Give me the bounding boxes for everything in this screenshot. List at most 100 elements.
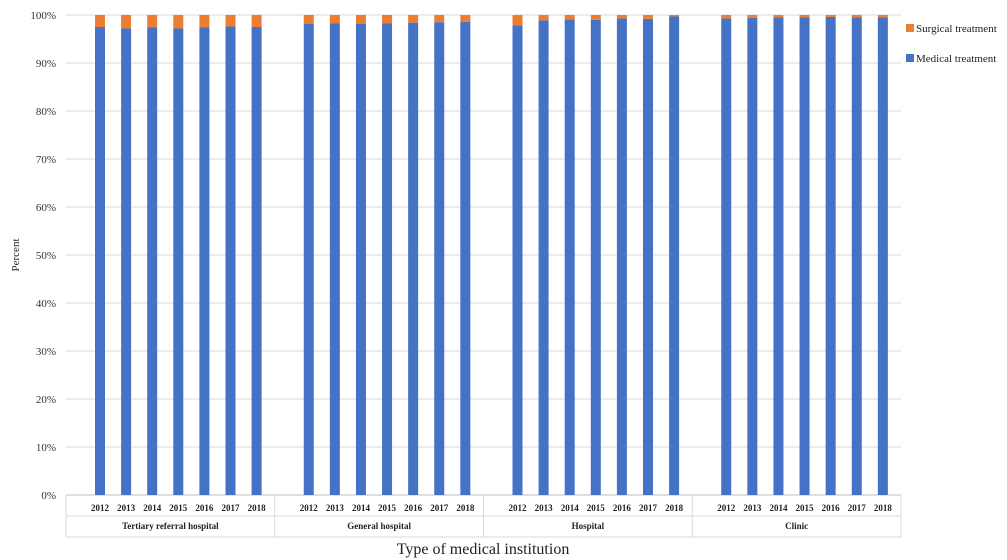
bar-surgical-treatment bbox=[355, 15, 366, 24]
bar-medical-treatment bbox=[799, 17, 810, 496]
bar-medical-treatment bbox=[355, 23, 366, 495]
bar-surgical-treatment bbox=[669, 15, 680, 17]
x-tick-label-year: 2014 bbox=[143, 503, 162, 513]
x-tick-label-year: 2014 bbox=[769, 503, 788, 513]
bar-medical-treatment bbox=[538, 20, 549, 496]
bar-medical-treatment bbox=[721, 18, 732, 496]
bar-surgical-treatment bbox=[173, 15, 184, 29]
bar-surgical-treatment bbox=[199, 15, 210, 28]
x-tick-label-year: 2013 bbox=[743, 503, 762, 513]
x-tick-label-year: 2017 bbox=[430, 503, 449, 513]
bar-surgical-treatment bbox=[460, 15, 471, 22]
bar-surgical-treatment bbox=[616, 15, 627, 19]
bar-surgical-treatment bbox=[747, 15, 758, 18]
x-tick-label-year: 2014 bbox=[352, 503, 371, 513]
x-group-label: Tertiary referral hospital bbox=[122, 521, 219, 531]
x-tick-label-year: 2012 bbox=[509, 503, 528, 513]
x-tick-label-year: 2015 bbox=[169, 503, 188, 513]
x-tick-label-year: 2016 bbox=[404, 503, 423, 513]
x-tick-label-year: 2016 bbox=[822, 503, 841, 513]
bar-medical-treatment bbox=[460, 21, 471, 495]
x-tick-label-year: 2017 bbox=[222, 503, 241, 513]
bar-surgical-treatment bbox=[225, 15, 236, 27]
bar-medical-treatment bbox=[564, 19, 575, 495]
x-tick-label-year: 2018 bbox=[874, 503, 893, 513]
legend-label-medical: Medical treatment bbox=[916, 53, 996, 65]
bar-medical-treatment bbox=[382, 23, 393, 495]
bar-surgical-treatment bbox=[147, 15, 158, 28]
y-tick-label: 100% bbox=[30, 10, 56, 22]
bar-surgical-treatment bbox=[877, 15, 888, 18]
bar-medical-treatment bbox=[851, 17, 862, 496]
bar-medical-treatment bbox=[303, 23, 314, 495]
x-tick-label-year: 2012 bbox=[300, 503, 319, 513]
x-tick-label-year: 2018 bbox=[248, 503, 267, 513]
bar-surgical-treatment bbox=[121, 15, 132, 29]
y-tick-label: 60% bbox=[36, 202, 56, 214]
x-tick-label-year: 2016 bbox=[195, 503, 214, 513]
y-tick-label: 0% bbox=[41, 490, 56, 502]
y-tick-label: 20% bbox=[36, 394, 56, 406]
bar-medical-treatment bbox=[251, 27, 262, 495]
x-tick-label-year: 2017 bbox=[639, 503, 658, 513]
bar-medical-treatment bbox=[95, 27, 105, 495]
bar-surgical-treatment bbox=[512, 15, 523, 26]
bar-surgical-treatment bbox=[851, 15, 862, 18]
bar-surgical-treatment bbox=[773, 15, 784, 18]
x-tick-label-year: 2015 bbox=[378, 503, 397, 513]
x-tick-label-year: 2018 bbox=[456, 503, 475, 513]
bar-medical-treatment bbox=[121, 28, 132, 495]
bar-surgical-treatment bbox=[799, 15, 810, 18]
bar-surgical-treatment bbox=[564, 15, 575, 20]
x-axis: 2012 2013 2014 2015 2016 2017 2018 Tertiary ref… bbox=[65, 495, 902, 538]
bar-medical-treatment bbox=[616, 18, 627, 496]
x-tick-label-year: 2013 bbox=[326, 503, 345, 513]
y-tick-label: 30% bbox=[36, 346, 56, 358]
bar-medical-treatment bbox=[408, 22, 419, 496]
y-axis-ticks: 0% 10% 20% 30% 40% 50% 60% 70% 80% 90% 100% bbox=[30, 10, 56, 502]
x-tick-label-year: 2013 bbox=[117, 503, 136, 513]
bar-surgical-treatment bbox=[643, 15, 653, 19]
bar-medical-treatment bbox=[669, 16, 680, 495]
x-tick-label-year: 2012 bbox=[717, 503, 736, 513]
bars bbox=[95, 15, 888, 496]
bar-surgical-treatment bbox=[825, 15, 836, 17]
x-axis-title: Type of medical institution bbox=[397, 541, 570, 558]
x-tick-label-year: 2014 bbox=[561, 503, 580, 513]
legend-swatch-surgical bbox=[906, 24, 914, 32]
bar-medical-treatment bbox=[773, 17, 784, 496]
bar-medical-treatment bbox=[643, 18, 653, 496]
x-group-label: General hospital bbox=[347, 521, 411, 531]
y-axis-title: Percent bbox=[10, 239, 22, 272]
bar-surgical-treatment bbox=[721, 15, 732, 19]
x-tick-label-year: 2017 bbox=[848, 503, 867, 513]
bar-surgical-treatment bbox=[538, 15, 549, 21]
bar-medical-treatment bbox=[747, 17, 758, 495]
legend-swatch-medical bbox=[906, 54, 914, 62]
x-tick-label-year: 2018 bbox=[665, 503, 684, 513]
x-tick-label-year: 2012 bbox=[91, 503, 110, 513]
bar-surgical-treatment bbox=[329, 15, 340, 24]
bar-surgical-treatment bbox=[303, 15, 314, 24]
legend: Surgical treatment Medical treatment bbox=[906, 23, 997, 65]
bar-medical-treatment bbox=[173, 28, 184, 495]
y-tick-label: 50% bbox=[36, 250, 56, 262]
x-tick-label-year: 2016 bbox=[613, 503, 632, 513]
legend-label-surgical: Surgical treatment bbox=[916, 23, 997, 35]
x-tick-label-year: 2015 bbox=[587, 503, 606, 513]
bar-surgical-treatment bbox=[408, 15, 419, 23]
bar-medical-treatment bbox=[329, 23, 340, 495]
y-tick-label: 80% bbox=[36, 106, 56, 118]
bar-medical-treatment bbox=[877, 17, 888, 496]
y-tick-label: 10% bbox=[36, 442, 56, 454]
bar-medical-treatment bbox=[225, 26, 236, 496]
y-tick-label: 40% bbox=[36, 298, 56, 310]
bar-surgical-treatment bbox=[382, 15, 393, 24]
bar-medical-treatment bbox=[199, 27, 210, 495]
bar-surgical-treatment bbox=[590, 15, 601, 20]
bar-medical-treatment bbox=[590, 19, 601, 496]
y-tick-label: 70% bbox=[36, 154, 56, 166]
x-group-label: Clinic bbox=[785, 521, 808, 531]
x-tick-label-year: 2013 bbox=[535, 503, 554, 513]
